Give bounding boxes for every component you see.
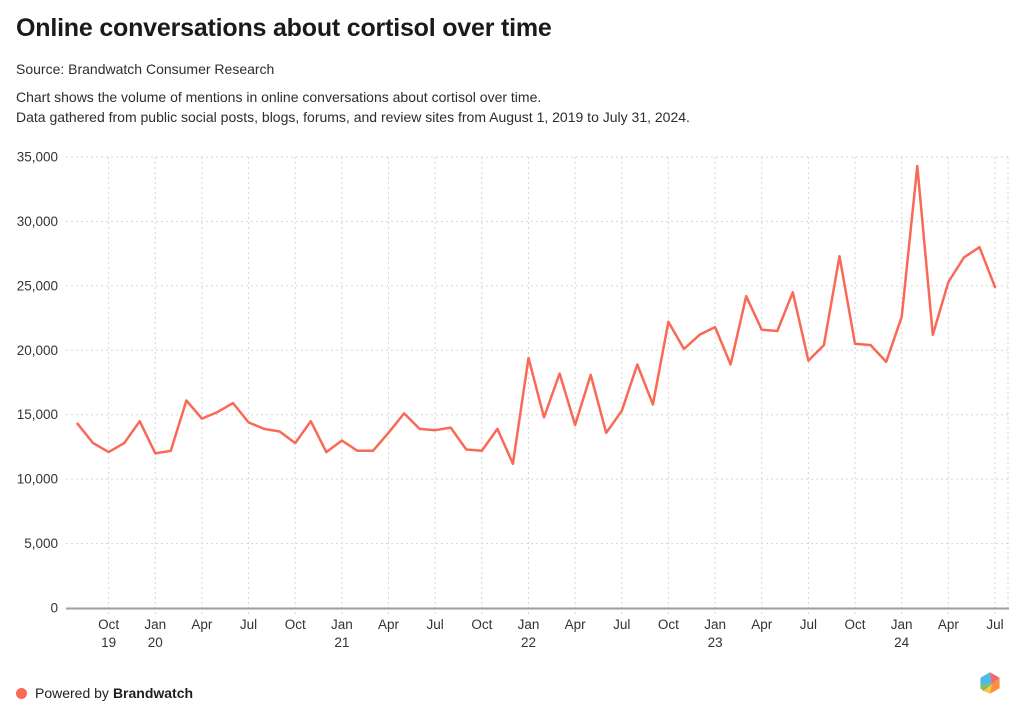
y-tick-label: 15,000 — [17, 407, 58, 422]
x-tick-label: Oct — [285, 617, 306, 632]
y-tick-label: 35,000 — [17, 150, 58, 165]
logo-facet-pink — [990, 672, 1000, 685]
x-tick-label: Apr — [938, 617, 960, 632]
x-tick-year-label: 19 — [101, 635, 116, 650]
y-tick-label: 5,000 — [24, 536, 58, 551]
page-title: Online conversations about cortisol over… — [16, 14, 552, 42]
x-tick-label: Jul — [613, 617, 630, 632]
line-chart: 0 5,000 10,000 15,000 20,000 25,000 30,000 35,0… — [0, 140, 1024, 665]
x-tick-label: Jan — [144, 617, 166, 632]
series-line — [76, 164, 997, 465]
y-tick-label: 10,000 — [17, 472, 58, 487]
powered-by-label: Powered by — [35, 685, 109, 701]
x-tick-label: Oct — [471, 617, 492, 632]
logo-facet-yellow — [983, 684, 992, 694]
x-tick-label: Jul — [800, 617, 817, 632]
description-line-1: Chart shows the volume of mentions in on… — [16, 89, 542, 105]
x-tick-label: Apr — [191, 617, 213, 632]
x-tick-label: Oct — [98, 617, 119, 632]
y-tick-label: 30,000 — [17, 214, 58, 229]
source-line: Source: Brandwatch Consumer Research — [16, 61, 275, 77]
logo-facet-orange — [990, 677, 1000, 694]
x-tick-year-label: 24 — [894, 635, 910, 650]
x-tick-label: Jul — [240, 617, 257, 632]
x-tick-label: Oct — [845, 617, 866, 632]
brand-dot-icon — [16, 687, 27, 699]
powered-by-footer: Powered by Brandwatch — [16, 684, 193, 702]
chart-header: Online conversations about cortisol over… — [16, 13, 1008, 127]
x-tick-year-label: 20 — [148, 635, 163, 650]
y-tick-label: 0 — [50, 601, 58, 616]
description-line-2: Data gathered from public social posts, … — [16, 109, 690, 125]
x-tick-year-label: 22 — [521, 635, 536, 650]
x-tick-label: Apr — [751, 617, 773, 632]
y-tick-label: 25,000 — [17, 278, 58, 293]
logo-facet-green — [980, 684, 992, 692]
x-tick-label: Jan — [331, 617, 353, 632]
x-tick-label: Jan — [891, 617, 913, 632]
x-tick-label: Apr — [378, 617, 400, 632]
brandwatch-logo-icon — [980, 672, 1000, 694]
x-tick-label: Jan — [518, 617, 540, 632]
x-tick-label: Jul — [986, 617, 1003, 632]
brand-name: Brandwatch — [112, 685, 194, 701]
logo-facet-blue — [980, 672, 992, 686]
x-tick-label: Jan — [704, 617, 726, 632]
line-chart-canvas: 0 5,000 10,000 15,000 20,000 25,000 30,000 35,0… — [17, 150, 1009, 650]
x-tick-year-label: 21 — [334, 635, 349, 650]
x-tick-label: Apr — [565, 617, 587, 632]
x-tick-label: Oct — [658, 617, 679, 632]
y-tick-label: 20,000 — [17, 343, 58, 358]
x-tick-year-label: 23 — [708, 635, 723, 650]
x-tick-label: Jul — [427, 617, 444, 632]
